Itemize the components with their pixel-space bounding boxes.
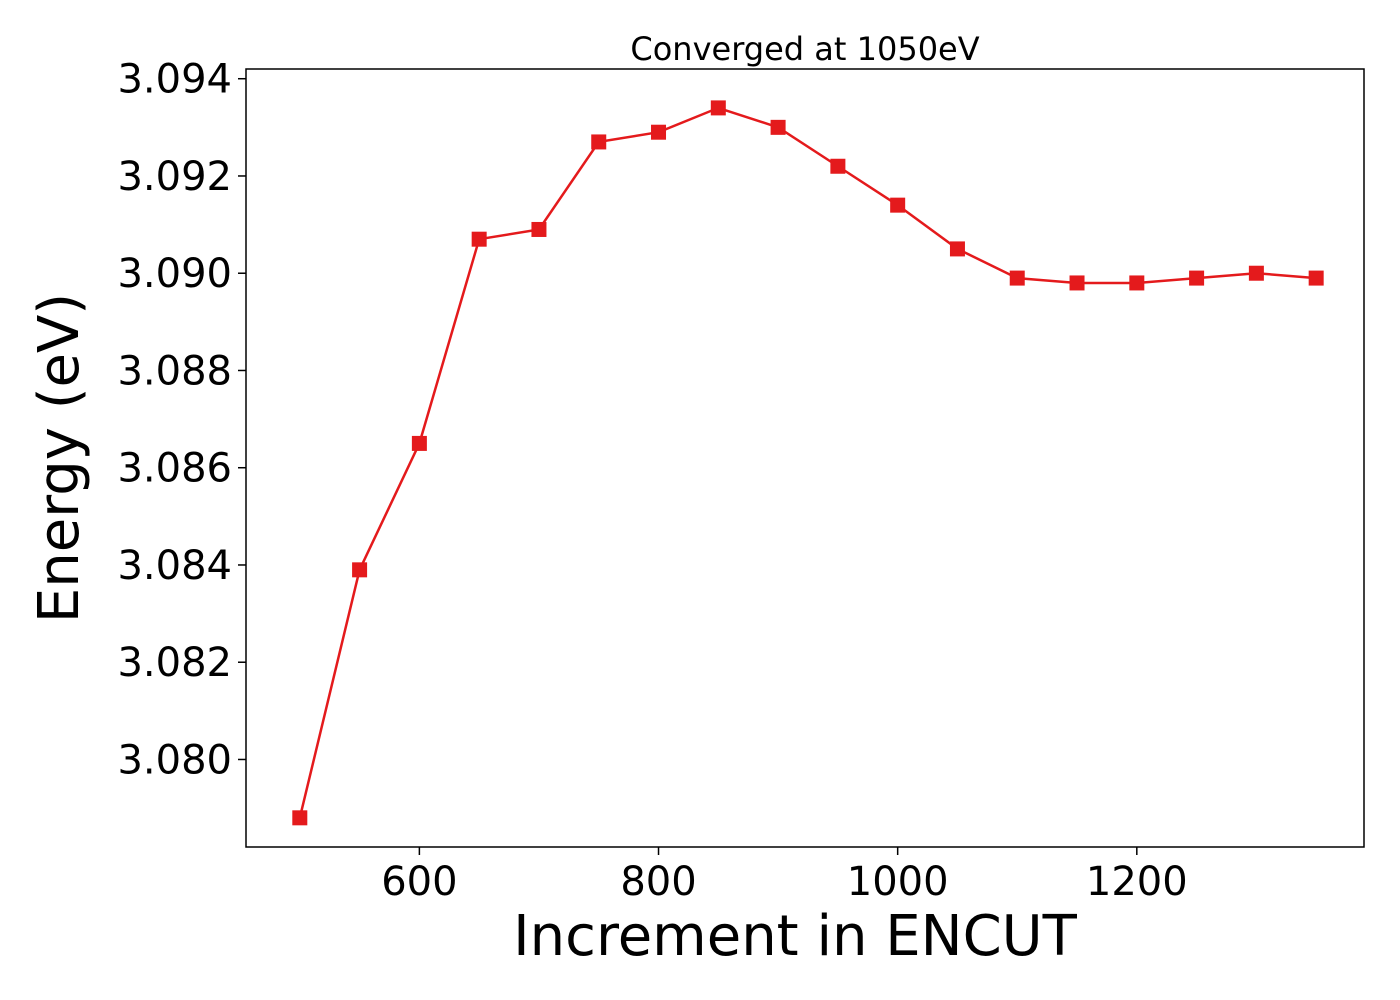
- y-axis: 3.080 3.082 3.084 3.086 3.088 3.090 3.092 3.094: [117, 57, 246, 783]
- y-tick-label: 3.082: [117, 640, 232, 686]
- y-tick-label: 3.084: [117, 543, 232, 589]
- data-point: [651, 124, 667, 140]
- data-point: [1189, 270, 1205, 286]
- plot-area: [292, 100, 1324, 826]
- data-point: [1248, 265, 1264, 281]
- y-tick-label: 3.094: [117, 57, 232, 103]
- y-tick-label: 3.086: [117, 446, 232, 492]
- data-point: [1129, 275, 1145, 291]
- data-point: [710, 100, 726, 116]
- data-point: [352, 562, 368, 578]
- y-tick-label: 3.092: [117, 154, 232, 200]
- y-tick-label: 3.080: [117, 737, 232, 783]
- x-tick-label: 1000: [847, 859, 949, 905]
- x-tick-label: 1200: [1086, 859, 1188, 905]
- y-tick-label: 3.090: [117, 251, 232, 297]
- data-point: [471, 231, 487, 247]
- x-axis: 600 800 1000 1200: [381, 847, 1188, 905]
- y-tick-label: 3.088: [117, 348, 232, 394]
- data-point: [531, 221, 547, 237]
- x-axis-label: Increment in ENCUT: [513, 904, 1078, 969]
- data-point: [890, 197, 906, 213]
- data-point: [1308, 270, 1324, 286]
- y-axis-label: Energy (eV): [27, 293, 92, 623]
- chart-title: Converged at 1050eV: [630, 30, 979, 68]
- data-point: [292, 810, 308, 826]
- data-point: [411, 435, 427, 451]
- data-point: [830, 158, 846, 174]
- x-tick-label: 800: [620, 859, 696, 905]
- series-line: [298, 106, 1317, 819]
- data-point: [591, 134, 607, 150]
- data-point: [1069, 275, 1085, 291]
- plot-frame: [245, 68, 1365, 848]
- data-point: [1009, 270, 1025, 286]
- x-tick-label: 600: [381, 859, 457, 905]
- data-point: [770, 119, 786, 135]
- data-point: [949, 241, 965, 257]
